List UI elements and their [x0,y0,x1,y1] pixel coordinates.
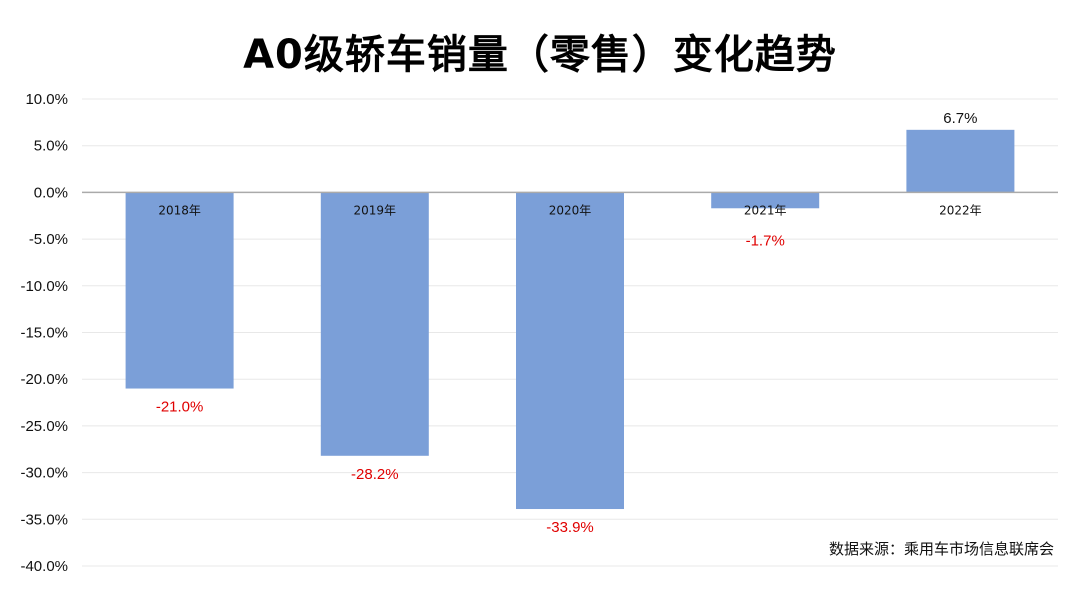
data-label: -1.7% [746,232,785,249]
bar [320,192,429,456]
y-tick-label: -15.0% [20,325,68,342]
bars [125,129,1015,510]
data-labels: -21.0% -28.2% -33.9% -1.7% 6.7% [156,110,978,536]
y-tick-label: -10.0% [20,278,68,295]
y-tick-label: -40.0% [20,558,68,575]
y-tick-label: -30.0% [20,465,68,482]
x-category-label: 2019年 [354,203,397,217]
data-label: -28.2% [351,466,399,483]
bar [906,129,1015,193]
y-axis: 10.0% 5.0% 0.0% -5.0% -10.0% -15.0% -20.0% -25.… [20,91,68,575]
y-tick-label: -20.0% [20,371,68,388]
x-category-label: 2018年 [158,203,201,217]
y-tick-label: -25.0% [20,418,68,435]
bar [711,192,820,209]
y-tick-label: 0.0% [34,184,68,201]
data-label: -33.9% [546,519,594,536]
y-tick-label: 10.0% [25,91,68,108]
y-tick-label: -5.0% [29,231,68,248]
data-label: 6.7% [943,110,977,127]
data-label: -21.0% [156,399,204,416]
bar [125,192,234,389]
y-tick-label: -35.0% [20,511,68,528]
data-source-note: 数据来源：乘用车市场信息联席会 [828,540,1054,558]
x-category-label: 2021年 [744,203,787,217]
y-tick-label: 5.0% [34,138,68,155]
chart-title: A0级轿车销量（零售）变化趋势 [243,32,837,78]
x-category-label: 2022年 [939,203,982,217]
category-labels: 2018年 2019年 2020年 2021年 2022年 [158,203,981,217]
bar [516,192,624,510]
x-category-label: 2020年 [549,203,592,217]
